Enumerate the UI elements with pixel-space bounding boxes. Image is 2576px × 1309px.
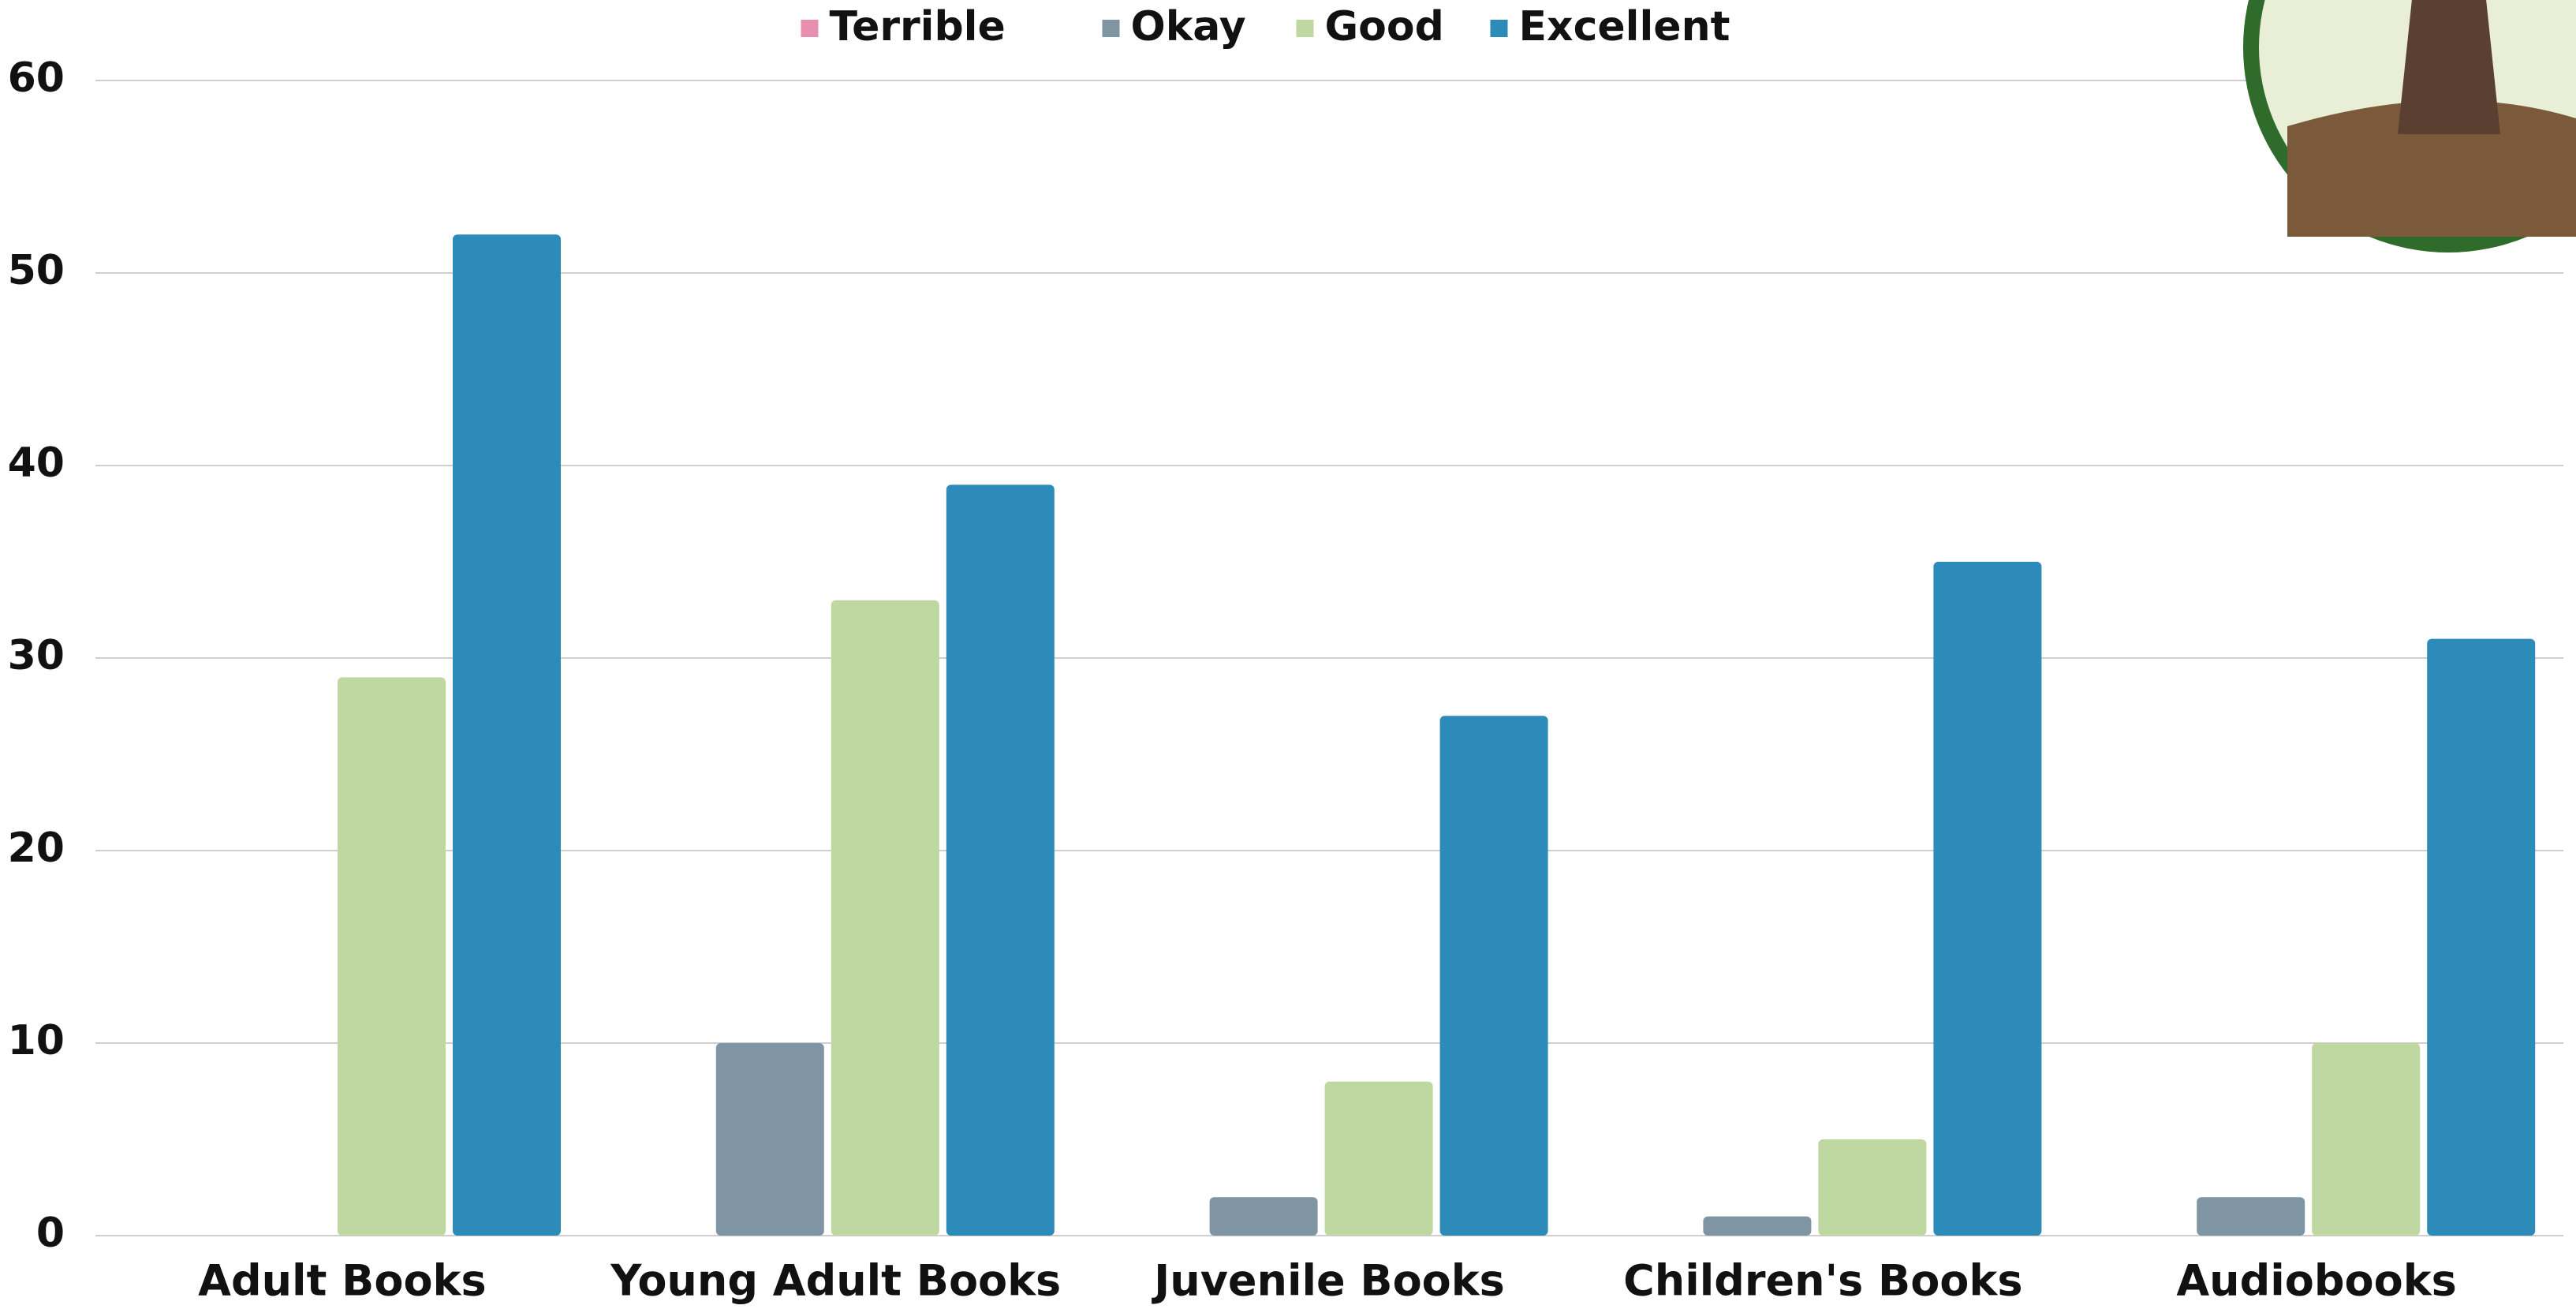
legend-swatch bbox=[1490, 20, 1508, 37]
y-tick-label: 30 bbox=[8, 632, 65, 679]
bar bbox=[946, 484, 1055, 1236]
bar bbox=[1703, 1216, 1812, 1236]
legend-label: Good bbox=[1325, 3, 1444, 50]
legend-swatch bbox=[801, 20, 819, 37]
bar bbox=[1818, 1139, 1927, 1236]
y-tick-label: 20 bbox=[8, 825, 65, 872]
bar bbox=[1209, 1197, 1318, 1236]
x-tick-label: Young Adult Books bbox=[610, 1256, 1061, 1306]
y-tick-label: 40 bbox=[8, 439, 65, 487]
bar bbox=[831, 600, 939, 1236]
bar bbox=[2312, 1043, 2421, 1236]
bar bbox=[338, 677, 446, 1236]
x-tick-label: Audiobooks bbox=[2176, 1256, 2456, 1306]
legend-label: Excellent bbox=[1519, 3, 1730, 50]
legend-label: Terrible bbox=[830, 3, 1006, 50]
bar bbox=[2427, 638, 2536, 1236]
x-tick-label: Juvenile Books bbox=[1151, 1256, 1505, 1306]
y-tick-label: 50 bbox=[8, 247, 65, 294]
x-tick-label: Adult Books bbox=[198, 1256, 486, 1306]
legend-swatch bbox=[1296, 20, 1314, 37]
bar bbox=[1324, 1081, 1433, 1236]
bar bbox=[2197, 1197, 2305, 1236]
y-tick-label: 0 bbox=[36, 1210, 65, 1257]
logo-tree bbox=[2398, 0, 2500, 134]
y-tick-label: 10 bbox=[8, 1017, 65, 1064]
bar bbox=[453, 234, 561, 1236]
bar bbox=[1933, 562, 2042, 1236]
logo-ground bbox=[2287, 100, 2576, 237]
legend-label: Okay bbox=[1131, 3, 1246, 50]
y-tick-label: 60 bbox=[8, 54, 65, 102]
x-tick-label: Children's Books bbox=[1623, 1256, 2022, 1306]
bar bbox=[715, 1043, 824, 1236]
legend-swatch bbox=[1102, 20, 1120, 37]
library-logo bbox=[2243, 0, 2576, 252]
bar bbox=[1439, 716, 1548, 1236]
